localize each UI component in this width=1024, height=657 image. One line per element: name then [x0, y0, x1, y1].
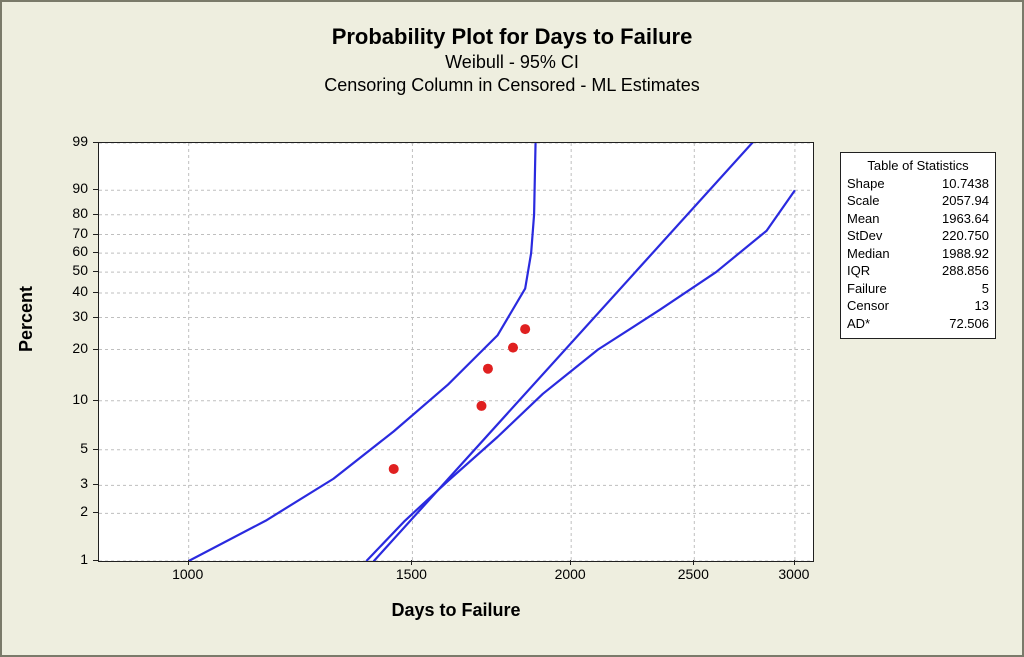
y-tick-label: 60: [72, 243, 88, 259]
fit-line: [189, 143, 795, 561]
x-tick-label: 3000: [778, 566, 809, 582]
y-tick-mark: [93, 400, 98, 401]
y-tick-label: 40: [72, 283, 88, 299]
y-tick-label: 2: [80, 503, 88, 519]
chart-subtitle1: Weibull - 95% CI: [2, 52, 1022, 73]
y-tick-mark: [93, 234, 98, 235]
statistics-row: Failure 5: [847, 280, 989, 298]
y-tick-mark: [93, 317, 98, 318]
x-axis-label: Days to Failure: [98, 600, 814, 621]
statistics-row: IQR 288.856: [847, 262, 989, 280]
y-tick-mark: [93, 271, 98, 272]
data-point: [520, 324, 530, 334]
data-point: [508, 343, 518, 353]
statistics-row-key: IQR: [847, 262, 878, 280]
y-tick-label: 99: [72, 133, 88, 149]
chart-title: Probability Plot for Days to Failure: [2, 24, 1022, 50]
y-tick-label: 30: [72, 308, 88, 324]
statistics-row-key: Mean: [847, 210, 888, 228]
statistics-row-key: Failure: [847, 280, 895, 298]
statistics-row-value: 5: [982, 280, 989, 298]
y-tick-label: 80: [72, 205, 88, 221]
statistics-row-value: 288.856: [942, 262, 989, 280]
statistics-row-value: 13: [975, 297, 989, 315]
y-tick-mark: [93, 252, 98, 253]
y-tick-label: 90: [72, 180, 88, 196]
x-tick-mark: [570, 560, 571, 565]
y-tick-label: 50: [72, 262, 88, 278]
statistics-row: Mean 1963.64: [847, 210, 989, 228]
title-block: Probability Plot for Days to Failure Wei…: [2, 24, 1022, 96]
statistics-row-key: Censor: [847, 297, 897, 315]
x-tick-label: 2000: [555, 566, 586, 582]
y-tick-mark: [93, 189, 98, 190]
y-tick-mark: [93, 292, 98, 293]
x-tick-label: 1000: [172, 566, 203, 582]
statistics-row-value: 2057.94: [942, 192, 989, 210]
chart-canvas: Probability Plot for Days to Failure Wei…: [0, 0, 1024, 657]
y-tick-mark: [93, 214, 98, 215]
statistics-row-value: 1963.64: [942, 210, 989, 228]
y-tick-label: 1: [80, 551, 88, 567]
y-tick-mark: [93, 512, 98, 513]
statistics-row-value: 1988.92: [942, 245, 989, 263]
y-tick-mark: [93, 449, 98, 450]
y-tick-label: 3: [80, 475, 88, 491]
statistics-row-key: AD*: [847, 315, 878, 333]
chart-subtitle2: Censoring Column in Censored - ML Estima…: [2, 75, 1022, 96]
statistics-row: Median 1988.92: [847, 245, 989, 263]
y-tick-mark: [93, 142, 98, 143]
x-tick-mark: [794, 560, 795, 565]
statistics-row: AD* 72.506: [847, 315, 989, 333]
y-tick-label: 70: [72, 225, 88, 241]
statistics-row: Shape 10.7438: [847, 175, 989, 193]
x-tick-mark: [188, 560, 189, 565]
y-axis-label: Percent: [16, 286, 37, 352]
y-tick-label: 20: [72, 340, 88, 356]
y-tick-mark: [93, 484, 98, 485]
y-tick-mark: [93, 560, 98, 561]
statistics-row-key: Shape: [847, 175, 893, 193]
statistics-row-value: 10.7438: [942, 175, 989, 193]
statistics-row-value: 72.506: [949, 315, 989, 333]
plot-svg: [99, 143, 813, 561]
plot-area: [98, 142, 814, 562]
statistics-row-key: StDev: [847, 227, 890, 245]
ci-upper: [366, 190, 794, 561]
y-tick-mark: [93, 349, 98, 350]
statistics-table: Table of Statistics Shape 10.7438 Scale 205…: [840, 152, 996, 339]
x-tick-label: 2500: [678, 566, 709, 582]
x-tick-label: 1500: [396, 566, 427, 582]
x-tick-mark: [411, 560, 412, 565]
statistics-row-value: 220.750: [942, 227, 989, 245]
statistics-row: Censor 13: [847, 297, 989, 315]
data-point: [389, 464, 399, 474]
y-tick-label: 5: [80, 440, 88, 456]
ci-lower: [189, 143, 536, 561]
statistics-row: Scale 2057.94: [847, 192, 989, 210]
data-point: [483, 364, 493, 374]
statistics-row-key: Scale: [847, 192, 888, 210]
y-tick-label: 10: [72, 391, 88, 407]
statistics-row-key: Median: [847, 245, 898, 263]
statistics-table-header: Table of Statistics: [847, 157, 989, 175]
x-tick-mark: [693, 560, 694, 565]
data-point: [476, 401, 486, 411]
statistics-row: StDev 220.750: [847, 227, 989, 245]
